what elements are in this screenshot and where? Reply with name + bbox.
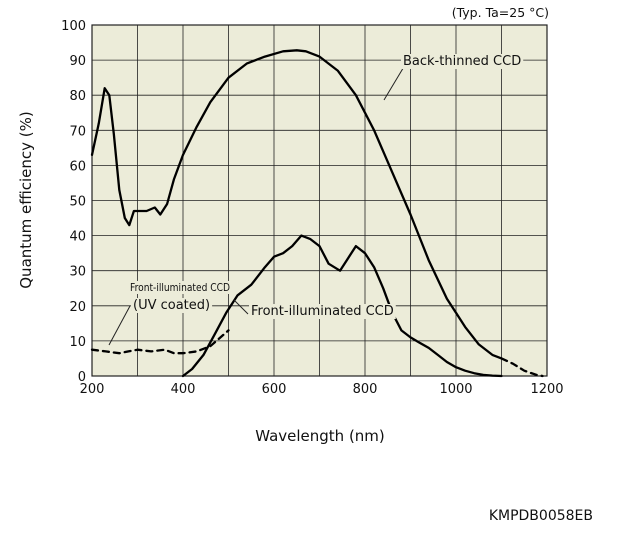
- series-lines: [90, 49, 544, 378]
- series-labels: Back-thinned CCD Front-illuminated CCD Fro…: [108, 54, 524, 346]
- series-label-uv-line2: (UV coated): [133, 298, 210, 313]
- y-tick-label: 60: [69, 159, 86, 174]
- series-label-back-thinned-bg: [401, 54, 524, 69]
- y-axis-label: Quantum efficiency (%): [17, 111, 35, 289]
- series-label-uv-line1-bg: [128, 281, 232, 294]
- y-tick-label: 0: [78, 370, 86, 385]
- leader-uv-coated: [108, 305, 131, 346]
- series-label-front-illuminated: Front-illuminated CCD: [251, 304, 394, 319]
- y-tick-label: 70: [69, 124, 86, 139]
- x-tick-label: 1200: [530, 382, 563, 397]
- series-label-uv-line1: Front-illuminated CCD: [130, 281, 230, 294]
- x-tick-labels: 200 400 600 800 1000 1200: [80, 382, 564, 397]
- series-label-back-thinned: Back-thinned CCD: [403, 54, 521, 69]
- y-tick-label: 40: [69, 230, 86, 245]
- y-tick-label: 10: [69, 335, 86, 350]
- series-line-4: [90, 329, 230, 355]
- y-tick-labels: 0 10 20 30 40 50 60 70 80 90 100: [61, 19, 86, 385]
- x-tick-label: 600: [262, 382, 287, 397]
- series-line-2: [500, 357, 544, 378]
- series-line-3: [181, 234, 503, 378]
- figure-code: KMPDB0058EB: [489, 508, 593, 524]
- x-tick-label: 200: [80, 382, 105, 397]
- y-tick-label: 90: [69, 54, 86, 69]
- x-tick-label: 800: [353, 382, 378, 397]
- y-tick-label: 100: [61, 19, 86, 34]
- y-tick-label: 80: [69, 89, 86, 104]
- y-tick-label: 50: [69, 195, 86, 210]
- y-tick-label: 20: [69, 300, 86, 315]
- x-axis-label: Wavelength (nm): [255, 427, 385, 445]
- leader-front-illuminated: [233, 299, 249, 315]
- conditions-label: (Typ. Ta=25 °C): [452, 5, 549, 20]
- x-tick-label: 1000: [439, 382, 472, 397]
- series-label-front-illuminated-bg: [249, 304, 396, 319]
- series-line-1: [90, 49, 503, 360]
- y-tick-label: 30: [69, 265, 86, 280]
- series-label-uv-line2-bg: [131, 298, 213, 313]
- leader-back-thinned: [383, 64, 406, 101]
- x-tick-label: 400: [171, 382, 196, 397]
